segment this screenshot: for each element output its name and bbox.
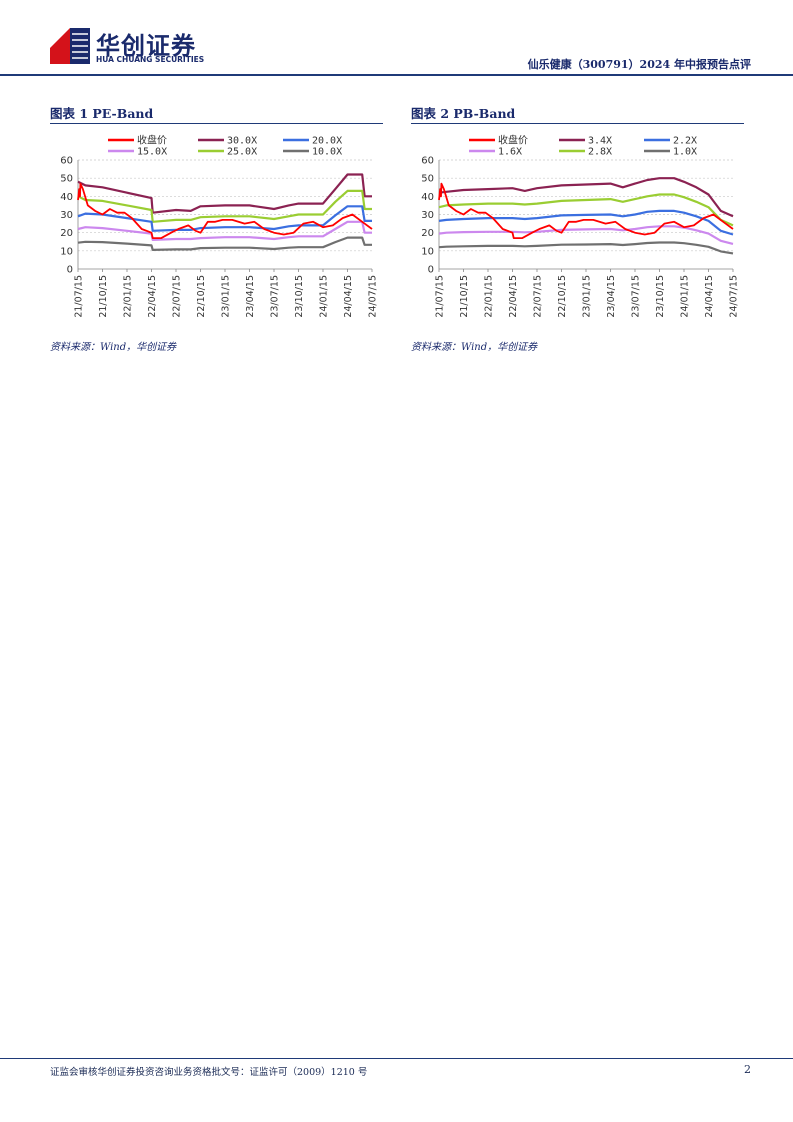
legend-label: 3.4X bbox=[588, 136, 612, 147]
pb-band-chart: 0 10 20 30 40 50 60 21/07/15 21/10/15 22/01/15 22/… bbox=[411, 128, 741, 328]
x-tick-label: 24/01/15 bbox=[680, 275, 691, 318]
y-tick-label: 40 bbox=[421, 192, 434, 203]
y-tick-label: 40 bbox=[60, 192, 73, 203]
chart-svg: 0 10 20 30 40 50 60 21/07/15 21/10/15 22/01/15 22/… bbox=[60, 134, 379, 318]
figure2-source: 资料来源：Wind，华创证券 bbox=[411, 342, 538, 353]
x-tick-label: 24/04/15 bbox=[704, 275, 715, 318]
x-tick-label: 21/07/15 bbox=[435, 275, 446, 318]
series-line bbox=[77, 205, 372, 232]
x-tick-label: 23/10/15 bbox=[294, 275, 305, 318]
pe-band-chart: 0 10 20 30 40 50 60 21/07/15 21/10/15 22/01/15 22/… bbox=[50, 128, 380, 328]
x-tick-label: 22/04/15 bbox=[508, 275, 519, 318]
page-number: 2 bbox=[744, 1063, 751, 1076]
series-line bbox=[438, 241, 734, 255]
page-header: 华创证券 HUA CHUANG SECURITIES 仙乐健康（300791）2… bbox=[0, 0, 793, 78]
x-tick-label: 23/01/15 bbox=[221, 275, 232, 318]
series-line bbox=[438, 225, 734, 245]
x-tick-label: 23/04/15 bbox=[245, 275, 256, 318]
y-tick-label: 50 bbox=[421, 174, 434, 185]
y-tick-label: 30 bbox=[421, 210, 434, 221]
figure1-rule bbox=[50, 123, 383, 124]
series-line bbox=[77, 220, 372, 242]
series-line bbox=[77, 189, 372, 223]
legend-label: 10.0X bbox=[312, 147, 342, 158]
series-line bbox=[77, 236, 372, 252]
x-tick-label: 22/10/15 bbox=[196, 275, 207, 318]
brand-name-cn: 华创证券 bbox=[96, 32, 196, 60]
huachuang-logo-icon bbox=[50, 28, 90, 64]
series-line bbox=[77, 173, 372, 214]
legend-label: 2.2X bbox=[673, 136, 697, 147]
figure2-rule bbox=[411, 123, 744, 124]
x-tick-label: 23/10/15 bbox=[655, 275, 666, 318]
legend-label: 25.0X bbox=[227, 147, 257, 158]
legend-label: 收盘价 bbox=[137, 134, 167, 147]
series-line bbox=[77, 182, 373, 239]
header-rule bbox=[0, 74, 793, 76]
y-tick-label: 20 bbox=[421, 228, 434, 239]
y-tick-label: 30 bbox=[60, 210, 73, 221]
x-tick-label: 22/10/15 bbox=[557, 275, 568, 318]
legend-label: 收盘价 bbox=[498, 134, 528, 147]
x-tick-label: 21/10/15 bbox=[459, 275, 470, 318]
legend-label: 1.0X bbox=[673, 147, 697, 158]
chart-svg: 0 10 20 30 40 50 60 21/07/15 21/10/15 22/01/15 22/… bbox=[421, 134, 740, 318]
x-tick-label: 22/01/15 bbox=[484, 275, 495, 318]
x-tick-label: 21/10/15 bbox=[98, 275, 109, 318]
figure2-title: 图表 2 PB-Band bbox=[411, 106, 516, 121]
y-tick-label: 20 bbox=[60, 228, 73, 239]
figure1-title: 图表 1 PE-Band bbox=[50, 106, 154, 121]
x-tick-label: 22/01/15 bbox=[123, 275, 134, 318]
y-tick-label: 50 bbox=[60, 174, 73, 185]
y-tick-label: 60 bbox=[60, 156, 73, 167]
x-tick-label: 24/07/15 bbox=[729, 275, 740, 318]
series-line bbox=[438, 177, 734, 218]
legend-label: 15.0X bbox=[137, 147, 167, 158]
legend-label: 2.8X bbox=[588, 147, 612, 158]
x-tick-label: 23/04/15 bbox=[606, 275, 617, 318]
x-tick-label: 24/01/15 bbox=[319, 275, 330, 318]
x-tick-label: 23/07/15 bbox=[270, 275, 281, 318]
x-tick-label: 24/04/15 bbox=[343, 275, 354, 318]
legend-label: 30.0X bbox=[227, 136, 257, 147]
footer-license-text: 证监会审核华创证券投资咨询业务资格批文号：证监许可（2009）1210 号 bbox=[50, 1067, 368, 1078]
legend-label: 1.6X bbox=[498, 147, 522, 158]
y-tick-label: 10 bbox=[60, 246, 73, 257]
legend-label: 20.0X bbox=[312, 136, 342, 147]
figure1-source: 资料来源：Wind，华创证券 bbox=[50, 342, 177, 353]
x-tick-label: 23/07/15 bbox=[631, 275, 642, 318]
x-tick-label: 22/07/15 bbox=[533, 275, 544, 318]
x-tick-label: 24/07/15 bbox=[368, 275, 379, 318]
y-tick-label: 0 bbox=[428, 265, 434, 276]
x-tick-label: 21/07/15 bbox=[74, 275, 85, 318]
series-line bbox=[438, 193, 734, 227]
x-tick-label: 22/04/15 bbox=[147, 275, 158, 318]
brand-name-en: HUA CHUANG SECURITIES bbox=[96, 55, 205, 64]
x-tick-label: 22/07/15 bbox=[172, 275, 183, 318]
series-line bbox=[438, 182, 734, 239]
y-tick-label: 10 bbox=[421, 246, 434, 257]
x-tick-label: 23/01/15 bbox=[582, 275, 593, 318]
y-tick-label: 60 bbox=[421, 156, 434, 167]
report-title: 仙乐健康（300791）2024 年中报预告点评 bbox=[527, 58, 751, 71]
y-tick-label: 0 bbox=[67, 265, 73, 276]
footer-rule bbox=[0, 1058, 793, 1059]
